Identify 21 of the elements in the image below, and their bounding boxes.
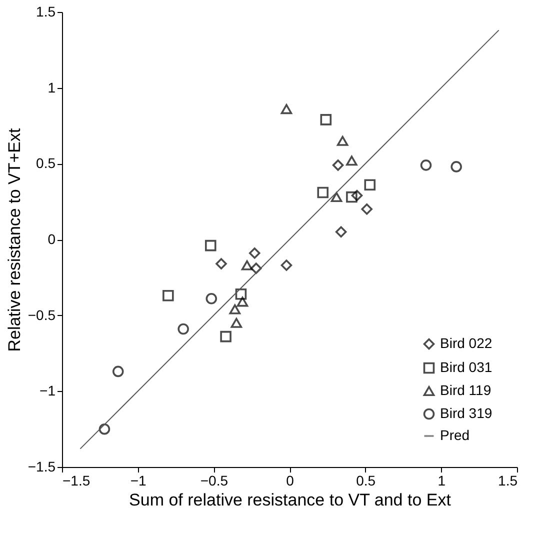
y-tick-label: −1.5 [28, 458, 56, 474]
legend-label: Bird 031 [440, 359, 492, 375]
x-tick-label: 0.5 [356, 472, 376, 488]
y-axis-title: Relative resistance to VT+Ext [4, 128, 24, 352]
legend-label: Bird 319 [440, 405, 492, 421]
legend-label: Pred [440, 427, 470, 443]
x-tick-label: −1.5 [62, 472, 90, 488]
y-tick-label: −0.5 [28, 306, 56, 323]
y-tick-label: 0 [48, 231, 56, 247]
legend-label: Bird 119 [440, 382, 492, 398]
x-tick-label: 1 [438, 472, 446, 488]
y-tick-label: 1 [48, 79, 56, 96]
legend-label: Bird 022 [440, 335, 492, 351]
x-tick-label: 1.5 [498, 472, 518, 488]
x-tick-label: −1 [130, 472, 147, 488]
y-tick-label: −1 [40, 382, 56, 399]
y-tick-label: 1.5 [36, 4, 56, 20]
y-tick-label: 0.5 [36, 155, 56, 172]
x-tick-label: 0 [286, 472, 294, 488]
x-axis-title: Sum of relative resistance to VT and to Ext [129, 490, 452, 510]
x-tick-label: −0.5 [200, 472, 228, 488]
